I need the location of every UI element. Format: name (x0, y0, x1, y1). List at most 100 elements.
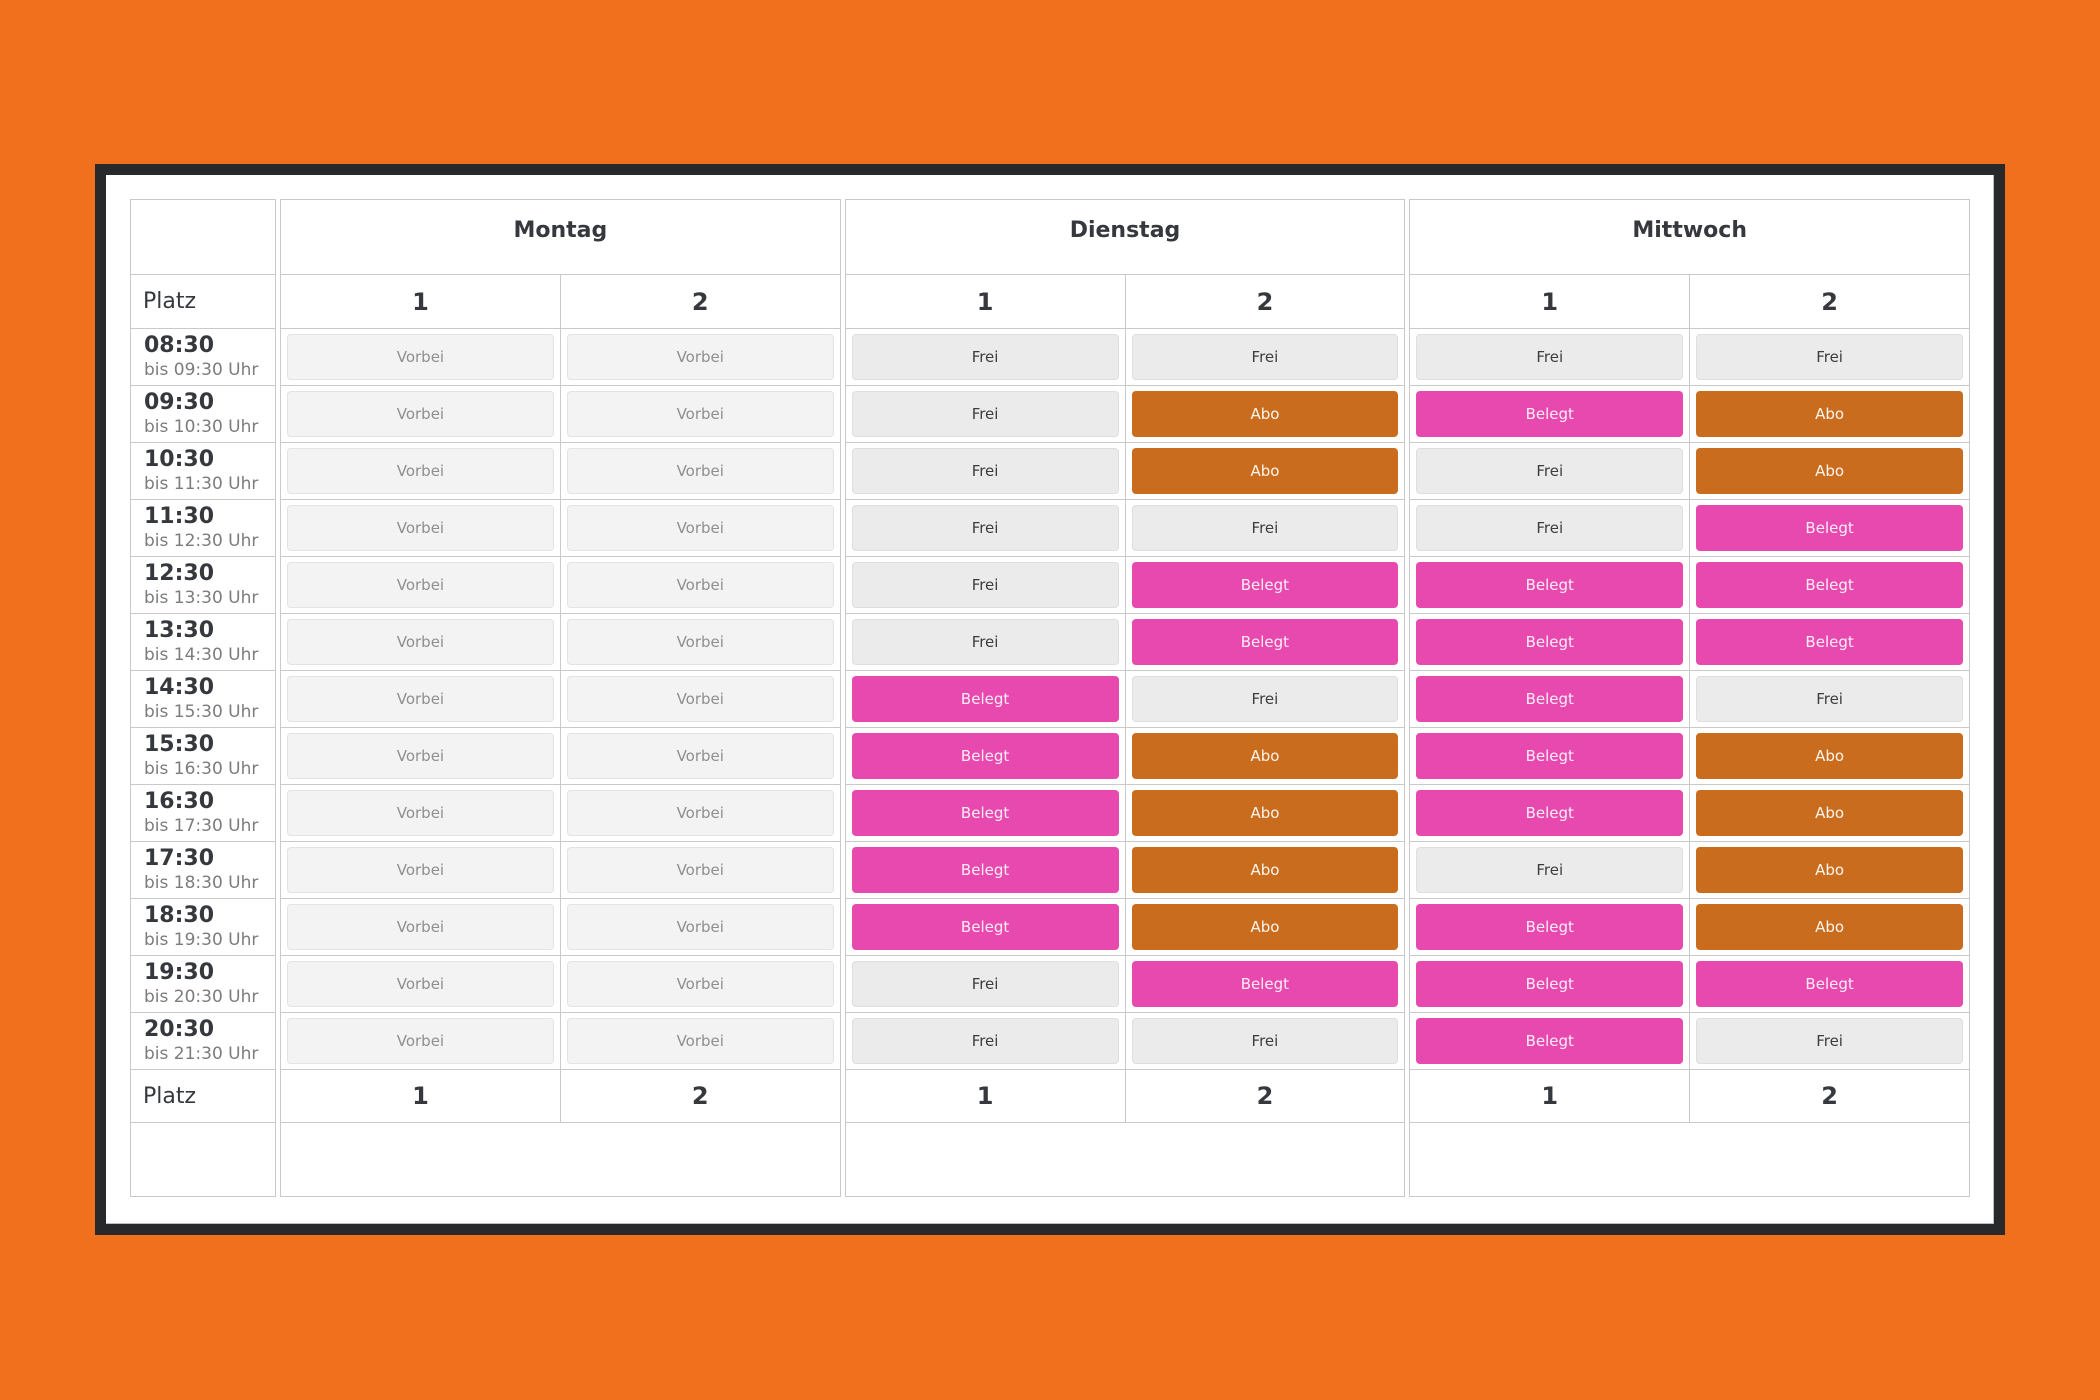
slot-mittwoch-2-1130-belegt[interactable]: Belegt (1696, 505, 1964, 551)
slot-dienstag-1-1530-belegt[interactable]: Belegt (851, 733, 1119, 779)
slot-mittwoch-1-1030-frei[interactable]: Frei (1416, 448, 1684, 494)
slot-dienstag-1-1130-frei[interactable]: Frei (851, 505, 1119, 551)
time-range: bis 15:30 Uhr (144, 702, 259, 723)
slot-cell: Belegt (1409, 385, 1691, 443)
slot-dienstag-2-0830-frei[interactable]: Frei (1131, 334, 1399, 380)
time-start: 12:30 (144, 560, 215, 586)
slot-cell: Frei (844, 442, 1126, 500)
slot-cell: Belegt (1409, 556, 1691, 614)
slot-cell: Frei (1409, 442, 1691, 500)
slot-mittwoch-2-1830-abo[interactable]: Abo (1696, 904, 1964, 950)
slot-cell: Vorbei (559, 385, 841, 443)
slot-cell: Abo (1689, 442, 1971, 500)
slot-mittwoch-2-1730-abo[interactable]: Abo (1696, 847, 1964, 893)
court-number-footer-mittwoch-1: 1 (1409, 1069, 1691, 1123)
slot-dienstag-1-2030-frei[interactable]: Frei (851, 1018, 1119, 1064)
time-slot-label-0930: 09:30 bis 10:30 Uhr (130, 385, 276, 443)
time-slot-label-1130: 11:30 bis 12:30 Uhr (130, 499, 276, 557)
slot-mittwoch-1-1130-frei[interactable]: Frei (1416, 505, 1684, 551)
slot-cell: Vorbei (559, 1012, 841, 1070)
slot-montag-1-1230-vorbei: Vorbei (287, 562, 554, 608)
slot-cell: Vorbei (280, 955, 561, 1013)
slot-mittwoch-1-1930-belegt[interactable]: Belegt (1416, 961, 1684, 1007)
court-number-header-mittwoch-1: 1 (1409, 274, 1691, 329)
time-slot-label-1430: 14:30 bis 15:30 Uhr (130, 670, 276, 728)
slot-mittwoch-2-0930-abo[interactable]: Abo (1696, 391, 1964, 437)
slot-dienstag-2-1630-abo[interactable]: Abo (1131, 790, 1399, 836)
slot-montag-1-1730-vorbei: Vorbei (287, 847, 554, 893)
slot-mittwoch-1-0930-belegt[interactable]: Belegt (1416, 391, 1684, 437)
slot-cell: Belegt (1409, 727, 1691, 785)
slot-dienstag-1-1830-belegt[interactable]: Belegt (851, 904, 1119, 950)
slot-mittwoch-2-1530-abo[interactable]: Abo (1696, 733, 1964, 779)
slot-dienstag-2-1830-abo[interactable]: Abo (1131, 904, 1399, 950)
slot-mittwoch-1-1730-frei[interactable]: Frei (1416, 847, 1684, 893)
slot-dienstag-1-1730-belegt[interactable]: Belegt (851, 847, 1119, 893)
slot-cell: Abo (1689, 727, 1971, 785)
slot-dienstag-1-1330-frei[interactable]: Frei (851, 619, 1119, 665)
slot-dienstag-1-1030-frei[interactable]: Frei (851, 448, 1119, 494)
slot-cell: Belegt (1124, 613, 1406, 671)
slot-mittwoch-1-1330-belegt[interactable]: Belegt (1416, 619, 1684, 665)
slot-montag-1-1530-vorbei: Vorbei (287, 733, 554, 779)
slot-mittwoch-2-1230-belegt[interactable]: Belegt (1696, 562, 1964, 608)
slot-mittwoch-2-0830-frei[interactable]: Frei (1696, 334, 1964, 380)
slot-mittwoch-1-0830-frei[interactable]: Frei (1416, 334, 1684, 380)
slot-dienstag-2-1130-frei[interactable]: Frei (1131, 505, 1399, 551)
slot-mittwoch-2-1030-abo[interactable]: Abo (1696, 448, 1964, 494)
slot-mittwoch-1-1630-belegt[interactable]: Belegt (1416, 790, 1684, 836)
slot-mittwoch-2-1330-belegt[interactable]: Belegt (1696, 619, 1964, 665)
slot-montag-2-0830-vorbei: Vorbei (566, 334, 834, 380)
slot-mittwoch-2-1630-abo[interactable]: Abo (1696, 790, 1964, 836)
day-table-mittwoch: Mittwoch 1 2 Frei Frei Belegt Abo Frei Abo Frei Be… (1409, 199, 1971, 1197)
slot-dienstag-1-1430-belegt[interactable]: Belegt (851, 676, 1119, 722)
slot-mittwoch-2-1930-belegt[interactable]: Belegt (1696, 961, 1964, 1007)
slot-dienstag-2-1330-belegt[interactable]: Belegt (1131, 619, 1399, 665)
court-number-footer-mittwoch-2: 2 (1689, 1069, 1971, 1123)
slot-cell: Vorbei (280, 385, 561, 443)
slot-dienstag-1-1930-frei[interactable]: Frei (851, 961, 1119, 1007)
slot-cell: Vorbei (559, 784, 841, 842)
slot-montag-2-1030-vorbei: Vorbei (566, 448, 834, 494)
slot-cell: Abo (1124, 727, 1406, 785)
slot-cell: Vorbei (280, 670, 561, 728)
day-header-mittwoch: Mittwoch (1409, 199, 1971, 275)
slot-dienstag-2-0930-abo[interactable]: Abo (1131, 391, 1399, 437)
slot-montag-1-0830-vorbei: Vorbei (287, 334, 554, 380)
slot-cell: Vorbei (559, 556, 841, 614)
slot-dienstag-2-1230-belegt[interactable]: Belegt (1131, 562, 1399, 608)
slot-mittwoch-1-1430-belegt[interactable]: Belegt (1416, 676, 1684, 722)
slot-dienstag-1-0830-frei[interactable]: Frei (851, 334, 1119, 380)
slot-dienstag-1-0930-frei[interactable]: Frei (851, 391, 1119, 437)
slot-dienstag-1-1630-belegt[interactable]: Belegt (851, 790, 1119, 836)
slot-cell: Belegt (844, 727, 1126, 785)
slot-montag-2-1130-vorbei: Vorbei (566, 505, 834, 551)
blank-cell-bottom (1409, 1122, 1971, 1197)
slot-dienstag-2-2030-frei[interactable]: Frei (1131, 1018, 1399, 1064)
slot-dienstag-2-1930-belegt[interactable]: Belegt (1131, 961, 1399, 1007)
slot-dienstag-1-1230-frei[interactable]: Frei (851, 562, 1119, 608)
slot-dienstag-2-1430-frei[interactable]: Frei (1131, 676, 1399, 722)
slot-mittwoch-1-2030-belegt[interactable]: Belegt (1416, 1018, 1684, 1064)
slot-mittwoch-1-1530-belegt[interactable]: Belegt (1416, 733, 1684, 779)
time-range: bis 20:30 Uhr (144, 987, 259, 1008)
slot-mittwoch-2-1430-frei[interactable]: Frei (1696, 676, 1964, 722)
slot-montag-2-1430-vorbei: Vorbei (566, 676, 834, 722)
day-header-dienstag: Dienstag (844, 199, 1406, 275)
slot-cell: Vorbei (280, 784, 561, 842)
slot-mittwoch-1-1230-belegt[interactable]: Belegt (1416, 562, 1684, 608)
slot-dienstag-2-1030-abo[interactable]: Abo (1131, 448, 1399, 494)
time-range: bis 16:30 Uhr (144, 759, 259, 780)
slot-mittwoch-1-1830-belegt[interactable]: Belegt (1416, 904, 1684, 950)
slot-cell: Frei (1409, 328, 1691, 386)
slot-cell: Belegt (1124, 556, 1406, 614)
slot-dienstag-2-1530-abo[interactable]: Abo (1131, 733, 1399, 779)
time-slot-label-1630: 16:30 bis 17:30 Uhr (130, 784, 276, 842)
slot-montag-1-1430-vorbei: Vorbei (287, 676, 554, 722)
slot-cell: Belegt (844, 841, 1126, 899)
slot-mittwoch-2-2030-frei[interactable]: Frei (1696, 1018, 1964, 1064)
slot-dienstag-2-1730-abo[interactable]: Abo (1131, 847, 1399, 893)
blank-cell-top (130, 199, 276, 275)
slot-cell: Belegt (1689, 955, 1971, 1013)
time-range: bis 11:30 Uhr (144, 474, 259, 495)
